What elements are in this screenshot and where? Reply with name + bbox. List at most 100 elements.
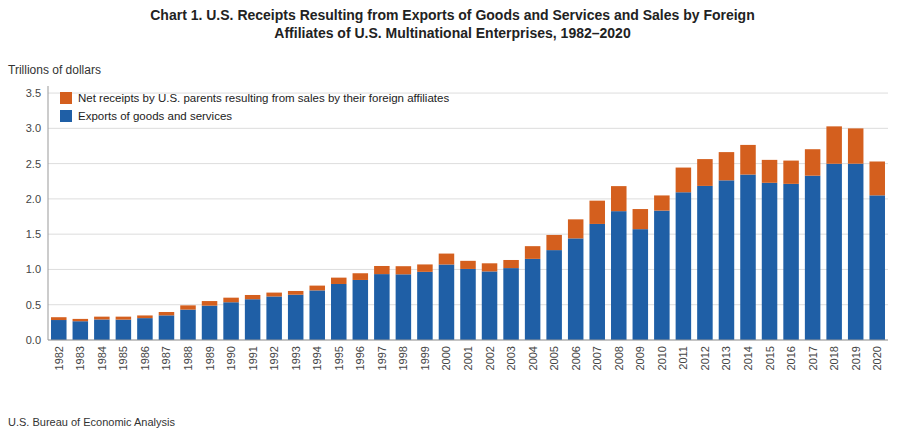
x-tick-label: 2004: [527, 346, 539, 370]
bar: [611, 186, 627, 211]
bar: [223, 302, 239, 340]
x-tick-label: 1993: [290, 346, 302, 370]
bar: [633, 229, 649, 340]
x-tick-label: 1989: [204, 346, 216, 370]
x-tick-label: 2012: [699, 346, 711, 370]
bar: [331, 278, 347, 284]
x-tick-label: 1992: [268, 346, 280, 370]
bar: [137, 318, 153, 340]
series: [51, 164, 885, 340]
bar: [697, 159, 713, 186]
title: Chart 1. U.S. Receipts Resulting from Ex…: [150, 7, 754, 23]
x-tick-label: 2017: [807, 346, 819, 370]
bar: [482, 263, 498, 271]
y-axis: 0.00.51.01.52.02.53.03.5: [26, 86, 48, 346]
bar: [266, 296, 282, 340]
x-axis: 1982198319841985198619871988198919901991…: [48, 340, 888, 370]
x-tick-label: 2020: [871, 346, 883, 370]
bar: [439, 254, 455, 265]
legend: Net receipts by U.S. parents resulting f…: [60, 92, 449, 122]
bar: [94, 317, 110, 320]
x-tick-label: 1997: [376, 346, 388, 370]
bar: [439, 265, 455, 340]
y-axis-line: [48, 86, 49, 340]
chart: Chart 1. U.S. Receipts Resulting from Ex…: [0, 0, 905, 434]
bar: [805, 149, 821, 175]
grid-line: [48, 128, 888, 129]
bar: [73, 321, 89, 340]
x-tick-label: 2006: [570, 346, 582, 370]
bar: [676, 168, 692, 193]
bar: [848, 164, 864, 340]
bar: [417, 264, 433, 271]
bar: [417, 272, 433, 340]
bar: [94, 319, 110, 340]
bar: [245, 299, 261, 340]
bar: [482, 271, 498, 340]
bars: [51, 126, 885, 340]
bar: [740, 175, 756, 340]
bar: [288, 291, 304, 295]
bar: [309, 286, 325, 291]
x-tick-label: 1987: [160, 346, 172, 370]
bar: [503, 260, 519, 268]
x-tick-label: 2016: [785, 346, 797, 370]
bar: [288, 295, 304, 340]
bar: [223, 298, 239, 303]
bar: [719, 152, 735, 180]
bar: [116, 320, 132, 340]
legend-swatch: [60, 92, 72, 104]
x-tick-label: 2010: [656, 346, 668, 370]
y-tick-label: 2.5: [26, 158, 41, 170]
series: [51, 126, 885, 321]
bar: [697, 186, 713, 340]
bar: [676, 192, 692, 340]
legend-swatch: [60, 110, 72, 122]
bar: [546, 235, 562, 250]
bar: [202, 301, 218, 306]
bar: [266, 293, 282, 297]
bar: [869, 195, 885, 340]
bar: [51, 317, 67, 320]
subtitle: Affiliates of U.S. Multinational Enterpr…: [274, 25, 631, 41]
y-tick-label: 1.5: [26, 228, 41, 240]
bar: [374, 274, 390, 340]
x-tick-label: 1990: [225, 346, 237, 370]
x-tick-label: 1995: [333, 346, 345, 370]
bar: [719, 180, 735, 340]
bar: [202, 306, 218, 340]
x-tick-label: 1983: [74, 346, 86, 370]
bar: [783, 184, 799, 340]
x-tick-label: 1996: [354, 346, 366, 370]
y-tick-label: 3.0: [26, 122, 41, 134]
grid-line: [48, 340, 888, 341]
y-tick-label: 1.0: [26, 263, 41, 275]
page: {"chart_data": { "type": "bar", "stacked…: [0, 0, 905, 434]
bar: [374, 266, 390, 274]
bar: [503, 268, 519, 340]
bar: [396, 266, 412, 274]
bar: [309, 290, 325, 340]
bar: [159, 315, 175, 340]
x-axis-line: [48, 340, 888, 341]
y-tick-label: 2.0: [26, 193, 41, 205]
bar: [396, 274, 412, 340]
x-tick-label: 2014: [742, 346, 754, 370]
x-tick-label: 2000: [440, 346, 452, 370]
grid: [48, 93, 888, 340]
bar: [762, 160, 778, 183]
x-tick-label: 2003: [505, 346, 517, 370]
bar: [611, 211, 627, 340]
x-tick-label: 2018: [828, 346, 840, 370]
y-tick-label: 3.5: [26, 87, 41, 99]
bar: [245, 295, 261, 299]
legend-label: Exports of goods and services: [78, 110, 232, 122]
bar: [568, 238, 584, 340]
x-tick-label: 2007: [591, 346, 603, 370]
x-tick-label: 1988: [182, 346, 194, 370]
bar: [740, 145, 756, 175]
bar: [654, 211, 670, 340]
bar: [589, 201, 605, 224]
bar: [353, 273, 369, 280]
bar: [460, 261, 476, 269]
